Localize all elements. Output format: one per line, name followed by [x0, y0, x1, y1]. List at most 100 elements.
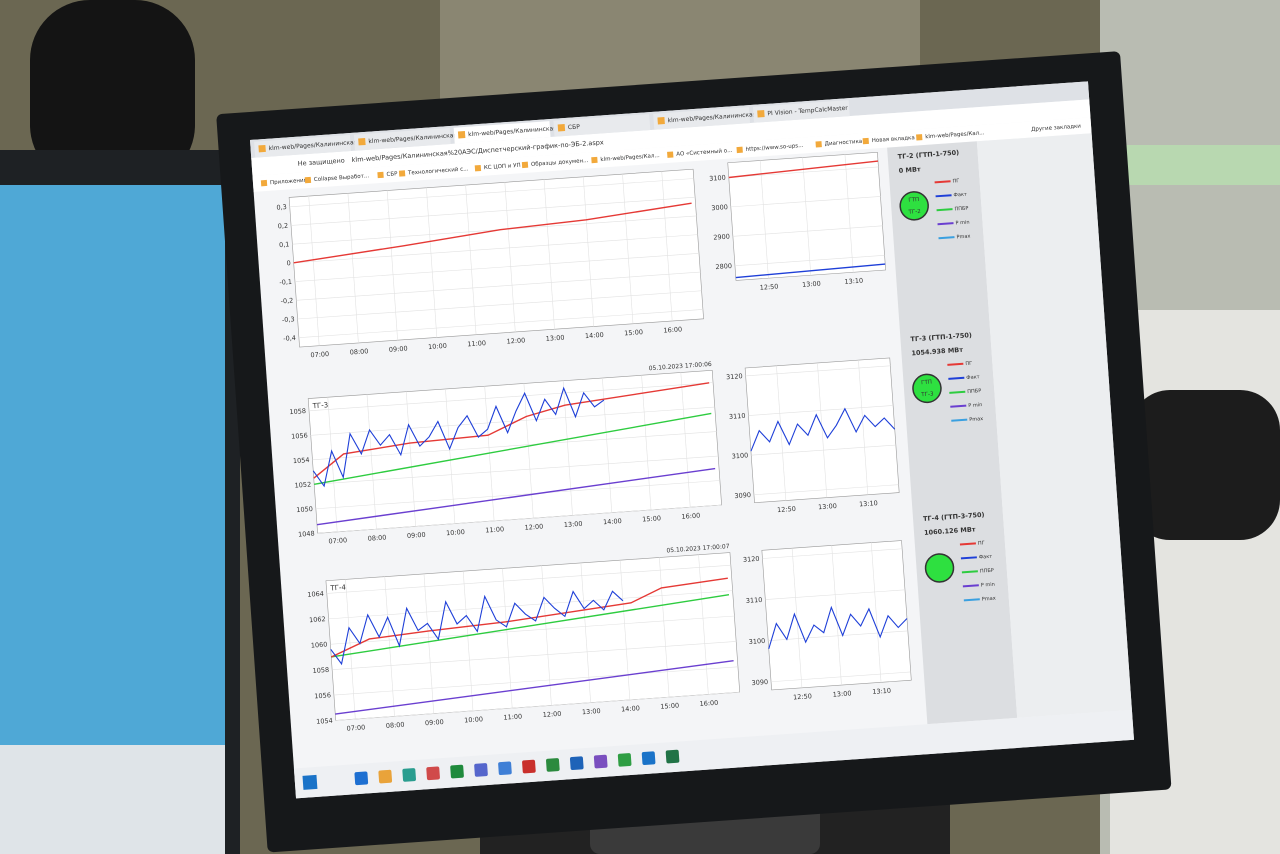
x-tick-label: 07:00 [310, 350, 329, 359]
x-tick-label: 12:50 [759, 283, 778, 292]
grid-line [345, 579, 356, 720]
grid-line [326, 564, 731, 594]
x-tick-label: 14:00 [603, 517, 622, 526]
grid-line [289, 178, 694, 208]
x-tick-label: 11:00 [485, 525, 504, 534]
taskbar-icon[interactable] [498, 761, 512, 776]
tab[interactable] [653, 107, 751, 130]
x-tick-label: 13:00 [832, 689, 851, 698]
grid-line [776, 365, 787, 501]
y-tick-label: -0,2 [280, 297, 293, 306]
x-tick-label: 16:00 [663, 325, 682, 334]
taskbar-icon[interactable] [546, 758, 560, 772]
grid-line [327, 397, 338, 532]
tab[interactable] [553, 114, 651, 137]
x-tick-label: 13:00 [582, 707, 601, 716]
taskbar-icon[interactable] [593, 754, 608, 769]
tab-icon [557, 124, 566, 132]
grid-line [423, 573, 435, 714]
plot-area [288, 168, 704, 348]
legend-label: P min [968, 402, 982, 409]
grid-line [659, 557, 670, 698]
x-tick-label: 07:00 [346, 723, 365, 732]
grid-line [831, 545, 842, 686]
y-tick-label: 1060 [311, 640, 328, 649]
taskbar-icon[interactable] [378, 769, 393, 784]
tab[interactable] [453, 121, 551, 144]
legend-swatch [935, 194, 952, 198]
phone [1130, 390, 1280, 540]
tab-icon [757, 110, 765, 118]
grid-line [366, 394, 377, 530]
indicator-label: ГТП [921, 380, 932, 387]
x-tick-label: 10:00 [446, 528, 465, 537]
grid-line [858, 360, 869, 495]
status-indicator [899, 191, 929, 221]
legend-swatch [937, 222, 954, 226]
legend-label: Pmax [982, 596, 996, 603]
x-tick-label: 13:10 [859, 499, 878, 508]
taskbar-icon[interactable] [402, 768, 416, 782]
address-bar [251, 99, 1091, 176]
bookmark[interactable]: Новая вкладка [872, 135, 915, 144]
bookmark[interactable]: АО «Системный о... [676, 147, 733, 158]
bookmark-icon [736, 146, 743, 154]
series-line [750, 407, 896, 452]
taskbar-icon[interactable] [522, 759, 536, 774]
chart-title: ТГ-3 [311, 401, 328, 410]
x-tick-label: 08:00 [386, 721, 405, 730]
bookmark[interactable]: Технологический с... [407, 165, 469, 176]
taskbar-icon[interactable] [354, 771, 369, 786]
start-button[interactable] [302, 774, 318, 790]
other-bookmarks[interactable]: Другие закладки [1031, 123, 1082, 132]
taskbar-icon[interactable] [450, 764, 464, 779]
legend-swatch [960, 556, 977, 560]
grid-line [291, 196, 696, 226]
tab[interactable] [254, 135, 352, 158]
bookmark-icon [916, 134, 923, 141]
plot-area [307, 369, 722, 534]
x-tick-label: 16:00 [699, 699, 718, 708]
bookmark[interactable]: klm-web/Pages/Кал... [600, 153, 660, 163]
y-tick-label: 3000 [711, 203, 728, 212]
tab[interactable] [353, 128, 451, 151]
legend-swatch [934, 180, 951, 184]
y-tick-label: 3110 [729, 412, 746, 421]
bookmark[interactable]: Collapse Выработ... [314, 173, 370, 183]
bookmark[interactable]: КС ЦОП и УП [484, 163, 521, 172]
tab-icon [657, 117, 665, 125]
status-indicator [912, 373, 942, 404]
y-tick-label: 0,2 [277, 222, 288, 231]
side-panel [887, 141, 1018, 725]
x-tick-label: 12:00 [524, 522, 543, 531]
taskbar-icon[interactable] [665, 749, 680, 764]
legend-label: Факт [979, 554, 993, 561]
tab[interactable] [752, 100, 850, 123]
series-line [293, 202, 692, 264]
x-tick-label: 09:00 [389, 345, 408, 354]
bookmark[interactable]: klm-web/Pages/Кал... [925, 130, 985, 140]
bookmark-icon [398, 170, 406, 177]
series-line [316, 467, 716, 526]
bookmark[interactable]: Диагностика [824, 139, 862, 148]
y-tick-label: 1048 [298, 529, 315, 538]
y-tick-label: 2800 [715, 262, 732, 271]
timestamp: 05.10.2023 17:00:06 [648, 361, 712, 372]
x-tick-label: 14:00 [621, 704, 640, 713]
taskbar-icon[interactable] [426, 766, 440, 781]
bookmark[interactable]: Приложения [270, 178, 307, 187]
bookmark[interactable]: СБР [386, 171, 398, 178]
grid-line [328, 590, 733, 620]
taskbar-icon[interactable] [617, 753, 632, 767]
taskbar-icon[interactable] [569, 756, 584, 771]
y-tick-label: -0,1 [279, 278, 292, 287]
grid-line [791, 548, 803, 688]
bookmark[interactable]: https://www.so-ups... [745, 143, 803, 153]
grid-line [817, 362, 828, 498]
taskbar-icon[interactable] [474, 763, 488, 777]
legend-label: P min [981, 582, 995, 589]
bookmark[interactable]: Образцы докумен... [531, 158, 589, 168]
taskbar-icon[interactable] [641, 751, 656, 766]
legend-swatch [961, 570, 978, 574]
